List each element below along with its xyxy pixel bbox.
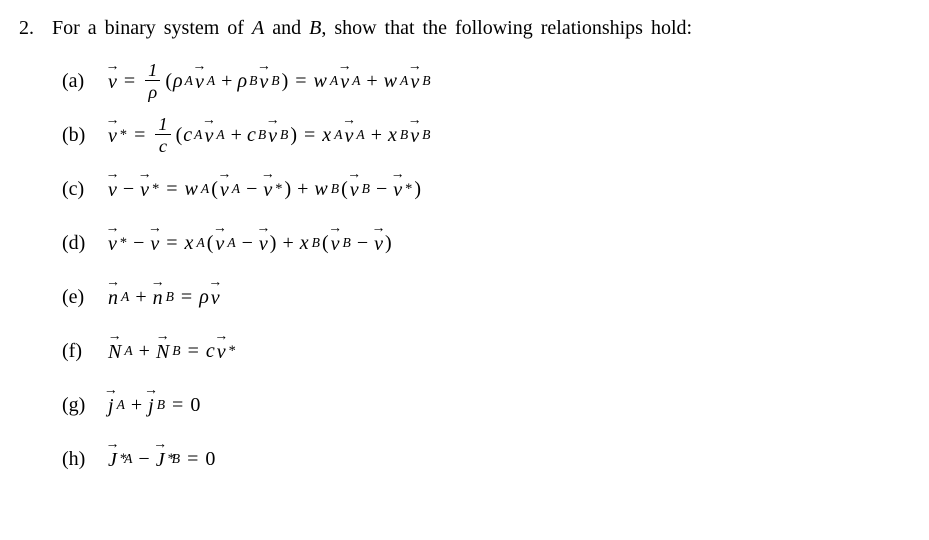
frac-1-rho: 1 ρ [145, 61, 160, 102]
part-g-equation: jA + jB = 0 [108, 390, 200, 420]
part-h-equation: J*A − J*B = 0 [108, 444, 215, 474]
vec-va: v [195, 66, 204, 96]
part-f-label: (f) [62, 337, 90, 365]
part-f-equation: NA + NB = c v* [108, 336, 236, 366]
part-c: (c) v − v* = wA ( vA − v* ) + wB ( vB − … [62, 168, 901, 210]
problem-text: For a binary system of A and B, show tha… [52, 14, 901, 42]
part-f: (f) NA + NB = c v* [62, 330, 901, 372]
problem-header: 2. For a binary system of A and B, show … [10, 14, 901, 42]
page: 2. For a binary system of A and B, show … [0, 0, 929, 506]
lparen: ( [165, 67, 172, 95]
part-e: (e) nA + nB = ρ v [62, 276, 901, 318]
part-c-equation: v − v* = wA ( vA − v* ) + wB ( vB − v* ) [108, 174, 421, 204]
part-h: (h) J*A − J*B = 0 [62, 438, 901, 480]
part-d: (d) v* − v = xA ( vA − v ) + xB ( vB − v… [62, 222, 901, 264]
part-a: (a) v = 1 ρ ( ρA vA + ρB vB ) = wA vA + … [62, 60, 901, 102]
part-b-label: (b) [62, 121, 90, 149]
parts-list: (a) v = 1 ρ ( ρA vA + ρB vB ) = wA vA + … [62, 60, 901, 480]
part-c-label: (c) [62, 175, 90, 203]
part-g-label: (g) [62, 391, 90, 419]
part-a-label: (a) [62, 67, 90, 95]
vec-v: v [108, 66, 117, 96]
rho-a: ρ [173, 67, 183, 95]
part-d-label: (d) [62, 229, 90, 257]
part-g: (g) jA + jB = 0 [62, 384, 901, 426]
part-a-equation: v = 1 ρ ( ρA vA + ρB vB ) = wA vA + wA v… [108, 61, 431, 102]
equals: = [124, 67, 135, 95]
part-e-label: (e) [62, 283, 90, 311]
part-d-equation: v* − v = xA ( vA − v ) + xB ( vB − v ) [108, 228, 392, 258]
part-b-equation: v* = 1 c ( cA vA + cB vB ) = xA vA + xB … [108, 115, 430, 156]
part-b: (b) v* = 1 c ( cA vA + cB vB ) = xA vA +… [62, 114, 901, 156]
rparen: ) [282, 67, 289, 95]
part-e-equation: nA + nB = ρ v [108, 282, 220, 312]
frac-1-c: 1 c [155, 115, 170, 156]
problem-number: 2. [10, 14, 34, 42]
part-h-label: (h) [62, 445, 90, 473]
